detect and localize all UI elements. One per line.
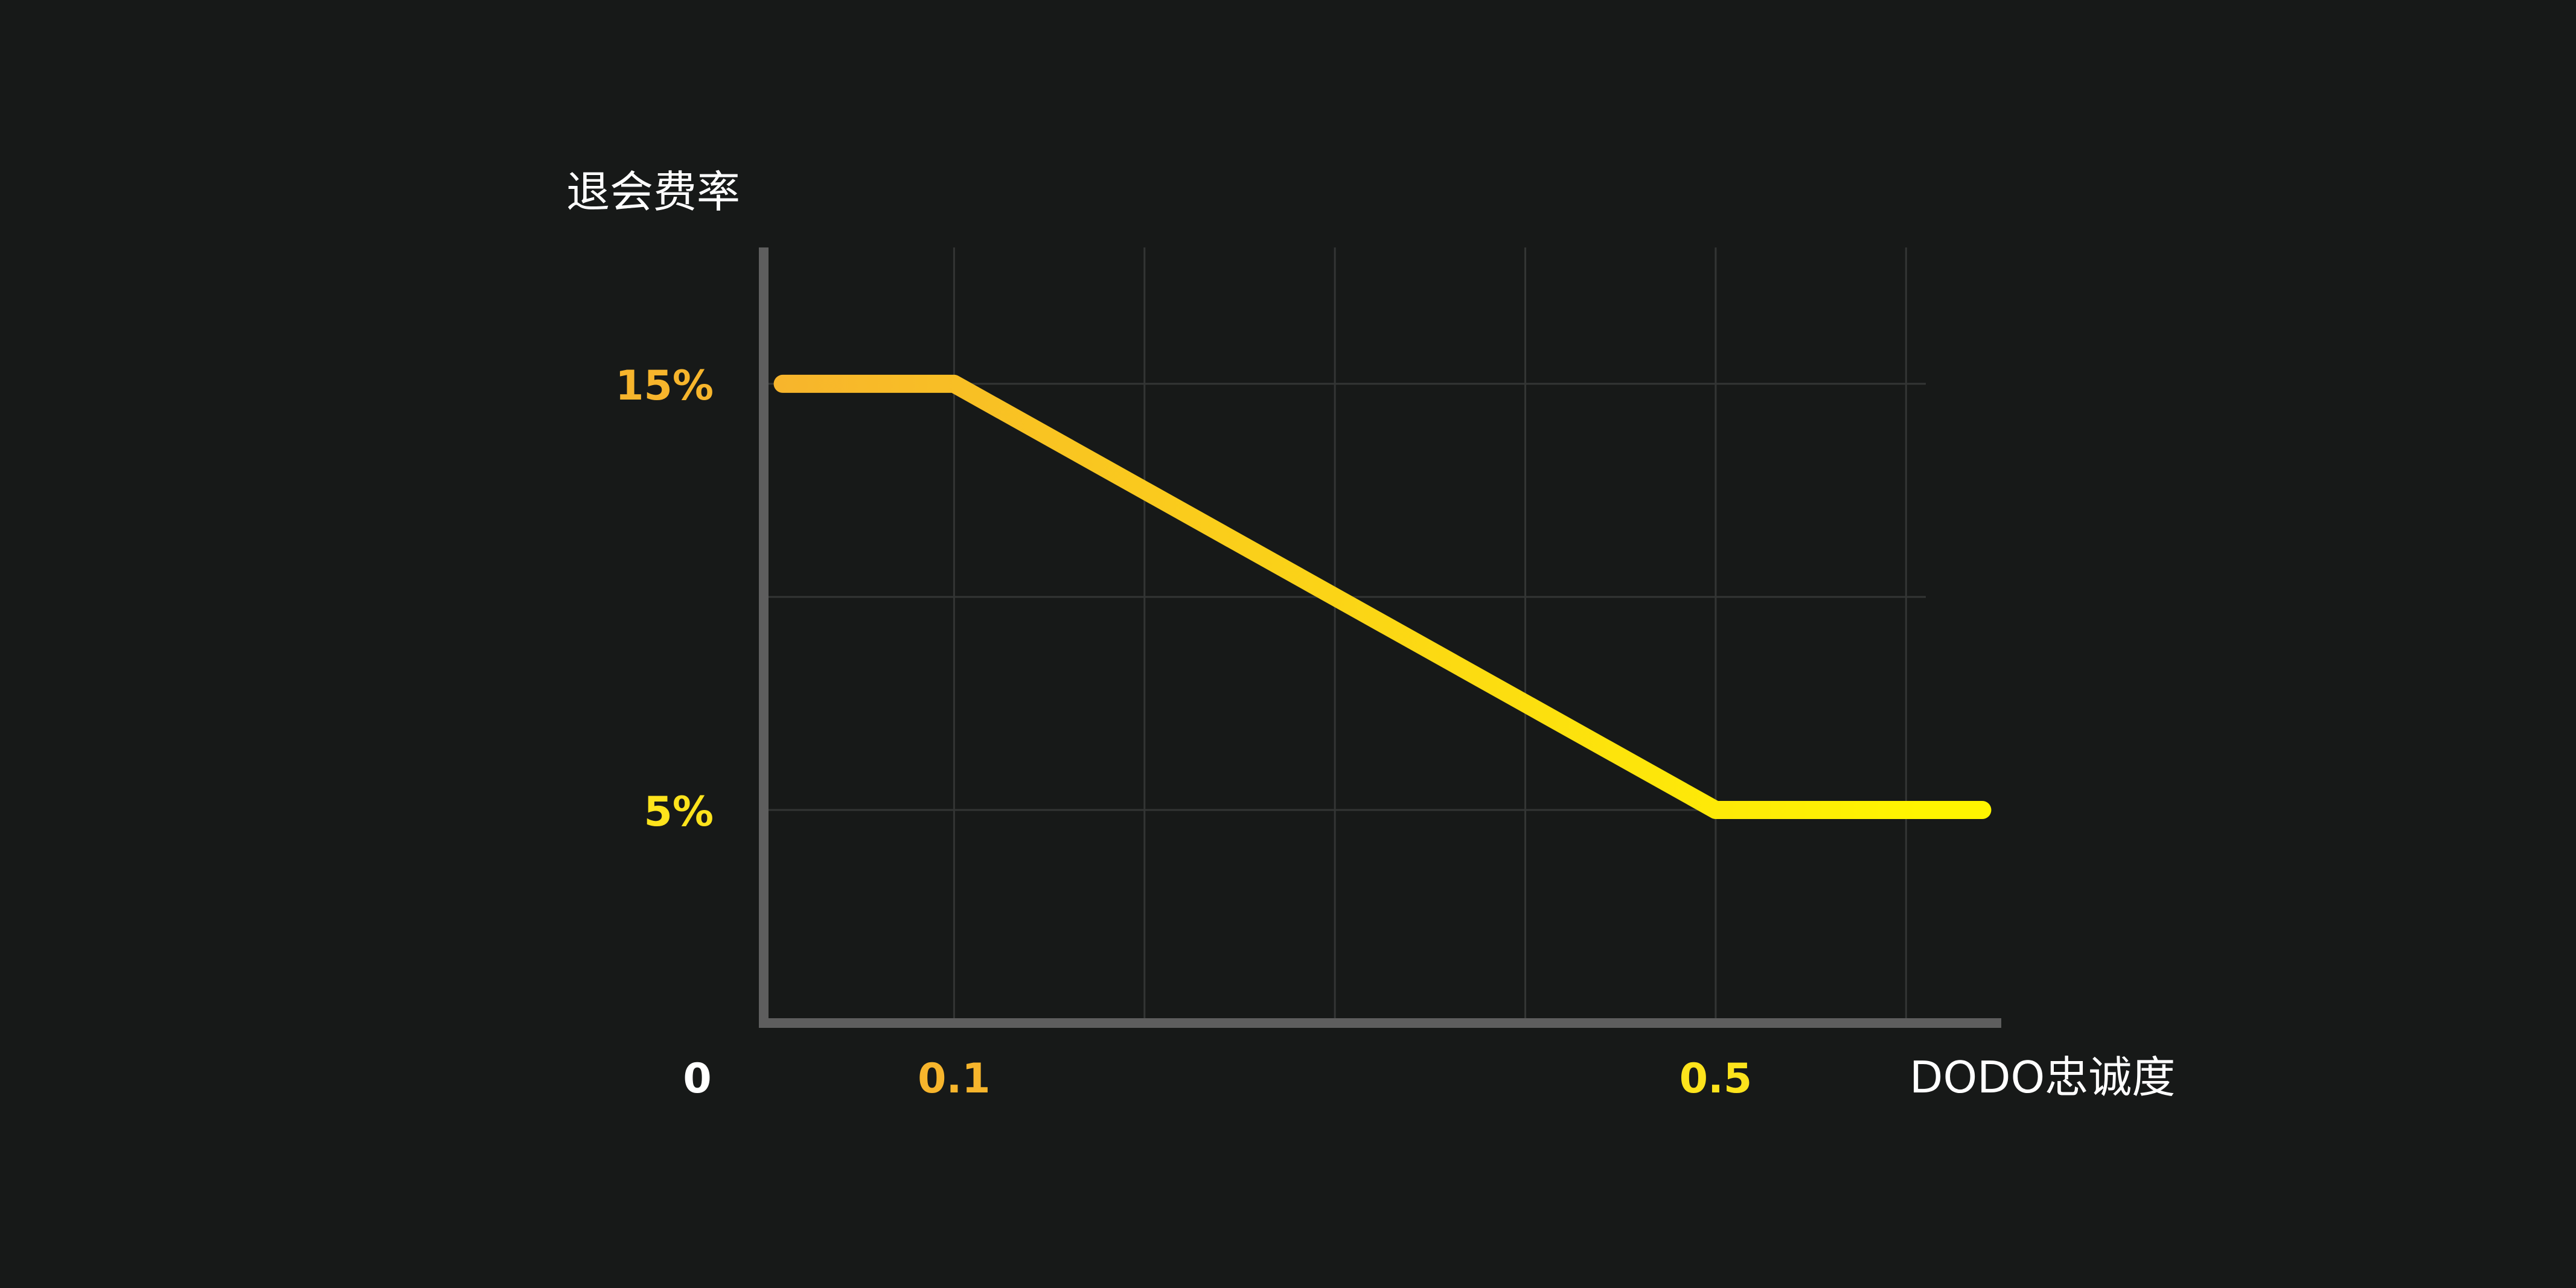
axes: [759, 247, 2001, 1028]
y-axis-title: 退会费率: [566, 167, 740, 217]
labels: 15% 5% 0.1 0.5 0 退会费率 DODO忠诚度: [566, 167, 2175, 1103]
grid-lines: [767, 247, 1926, 1019]
x-tick-label: 0.5: [1680, 1055, 1752, 1103]
x-axis-title: DODO忠诚度: [1910, 1052, 2175, 1103]
y-tick-label: 5%: [644, 788, 714, 836]
origin-label: 0: [683, 1055, 711, 1103]
x-tick-label: 0.1: [918, 1055, 990, 1103]
y-tick-label: 15%: [615, 362, 714, 410]
series-line: [773, 374, 1992, 819]
series: [773, 374, 1992, 819]
